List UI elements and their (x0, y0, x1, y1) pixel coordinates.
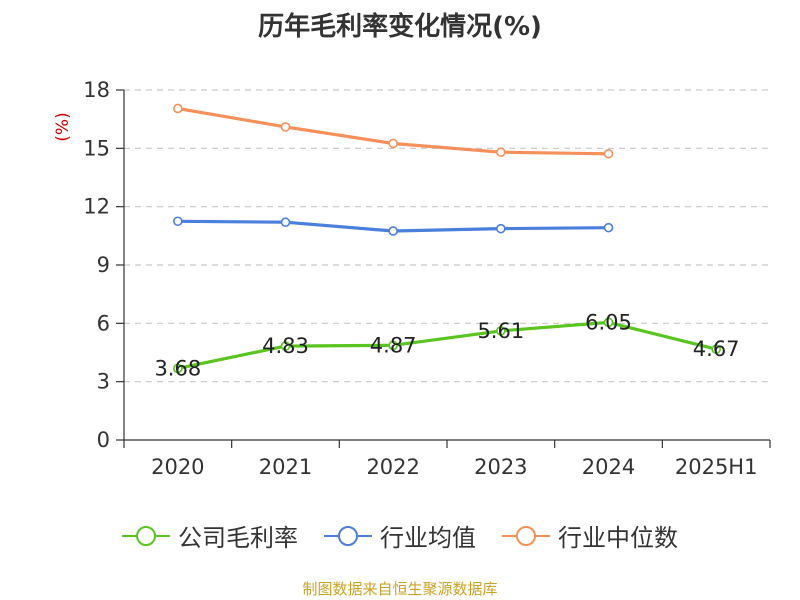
y-tick-label: 15 (83, 136, 110, 160)
series-line-0 (177, 320, 717, 370)
data-point (388, 226, 398, 236)
y-axis-unit-label: (%) (53, 112, 73, 141)
data-label: 5.61 (477, 319, 524, 343)
data-label: 4.83 (262, 334, 309, 358)
x-tick-label: 2025H1 (675, 455, 758, 479)
data-point (603, 222, 614, 233)
data-point (280, 341, 291, 351)
legend: 公司毛利率 行业均值 行业中位数 (0, 518, 800, 553)
y-tick-label: 9 (97, 253, 110, 277)
data-point (388, 138, 398, 149)
x-tick-label: 2021 (259, 455, 312, 479)
x-tick-label: 2024 (582, 455, 635, 479)
data-point (173, 103, 183, 114)
data-point (173, 216, 183, 227)
data-label: 3.68 (154, 356, 201, 380)
data-label: 4.87 (370, 333, 417, 357)
data-label: 6.05 (585, 310, 632, 334)
data-point (280, 217, 291, 228)
y-tick-label: 3 (97, 370, 110, 394)
legend-label: 公司毛利率 (178, 524, 298, 552)
source-label: 制图数据来自恒生聚源数据库 (302, 580, 498, 598)
legend-item: 行业均值 (324, 518, 476, 553)
legend-circle (338, 525, 358, 546)
y-tick-label: 12 (83, 195, 110, 219)
data-point (280, 122, 291, 132)
data-point (388, 340, 398, 351)
y-tick-label: 0 (97, 428, 110, 452)
data-labels: 3.68 4.83 4.87 5.61 6.05 4.67 (154, 310, 739, 380)
data-point (496, 147, 506, 158)
data-point (173, 363, 183, 374)
y-tick-label: 18 (83, 78, 110, 102)
legend-item: 行业中位数 (502, 518, 678, 553)
legend-circle (516, 525, 536, 546)
legend-marker (122, 525, 170, 546)
data-point (496, 326, 506, 336)
legend-circle (136, 525, 156, 546)
legend-label: 行业中位数 (558, 524, 678, 552)
data-point (711, 344, 721, 354)
data-label: 4.67 (693, 337, 740, 361)
x-tick-label: 2023 (474, 455, 527, 479)
legend-label: 行业均值 (380, 524, 476, 552)
legend-marker (502, 525, 550, 546)
chart-title: 历年毛利率变化情况(%) (258, 12, 542, 42)
series-lines (173, 103, 721, 374)
x-tick-label: 2022 (366, 455, 419, 479)
data-point (603, 317, 614, 328)
axes: 0 3 6 9 12 15 18 2020 2021 2022 2023 2024 2025H1 (83, 78, 771, 479)
x-tick-label: 2020 (151, 455, 204, 479)
legend-item: 公司毛利率 (122, 518, 298, 553)
legend-marker (324, 525, 372, 546)
data-point (496, 223, 506, 234)
data-point (603, 148, 614, 159)
y-tick-label: 6 (97, 311, 110, 335)
